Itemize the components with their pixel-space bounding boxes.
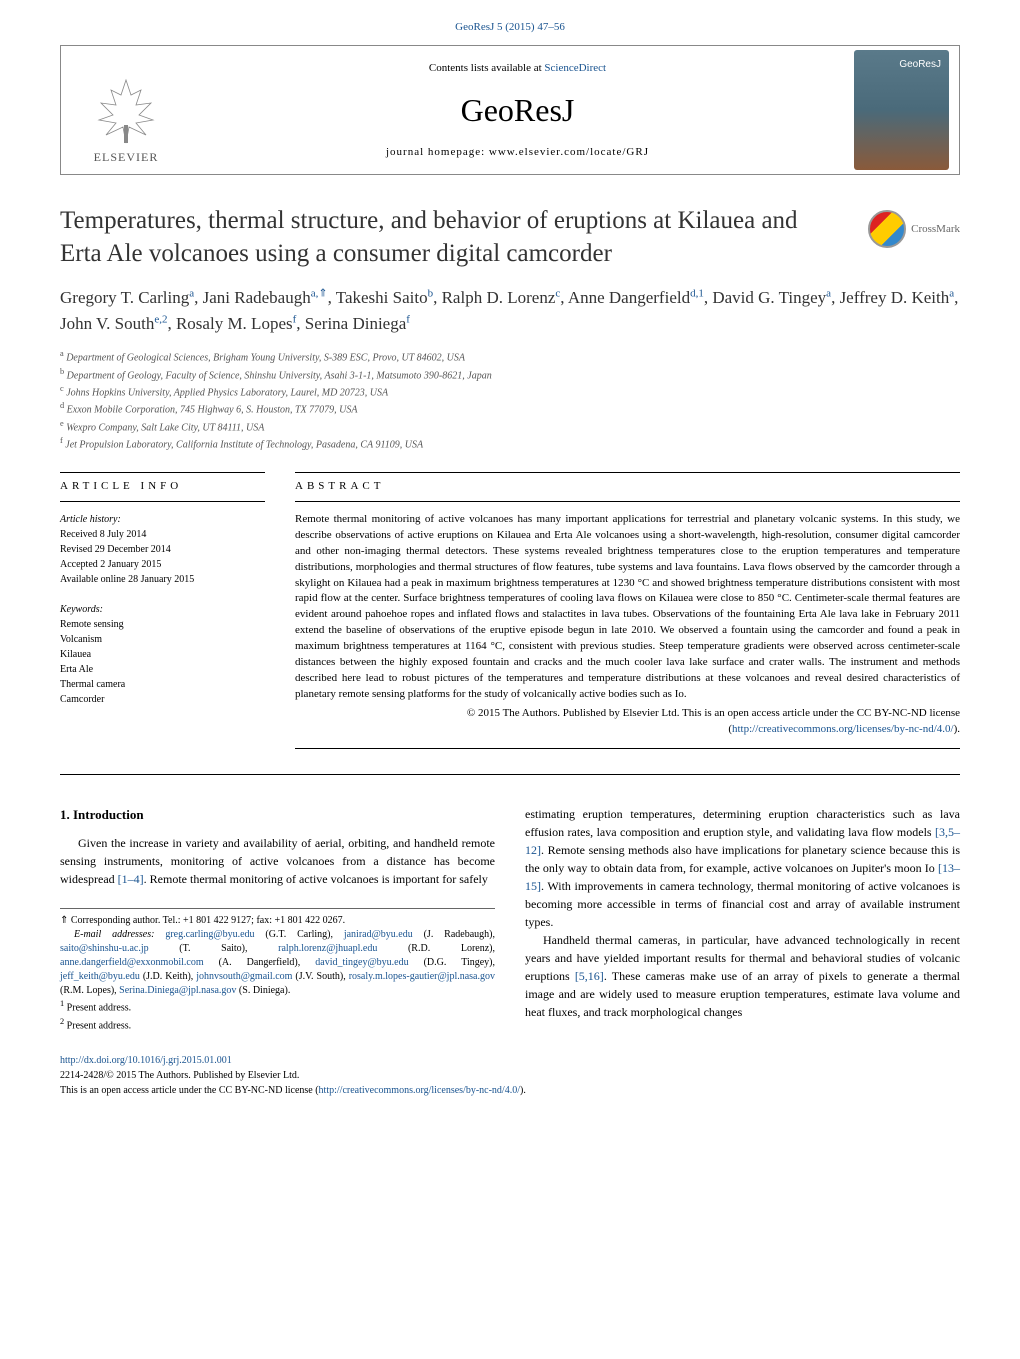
contents-prefix: Contents lists available at [429,62,544,74]
intro-para-3: Handheld thermal cameras, in particular,… [525,931,960,1021]
journal-homepage: journal homepage: www.elsevier.com/locat… [191,145,844,160]
history-block: Article history: Received 8 July 2014 Re… [60,512,265,587]
footer-license-link[interactable]: http://creativecommons.org/licenses/by-n… [319,1085,520,1096]
email-addresses: E-mail addresses: greg.carling@byu.edu (… [60,928,495,998]
intro-p2-end: . With improvements in camera technology… [525,879,960,929]
footer-license-end: ). [520,1085,526,1096]
journal-title: GeoResJ [191,88,844,133]
present-address-1: 1 Present address. [60,998,495,1015]
page-footer: http://dx.doi.org/10.1016/j.grj.2015.01.… [60,1053,960,1098]
abstract-header: ABSTRACT [295,472,960,501]
corresponding-note: ⇑ Corresponding author. Tel.: +1 801 422… [60,914,495,928]
abstract-text: Remote thermal monitoring of active volc… [295,512,960,749]
footnotes: ⇑ Corresponding author. Tel.: +1 801 422… [60,908,495,1033]
right-column: estimating eruption temperatures, determ… [525,805,960,1033]
journal-header: ELSEVIER Contents lists available at Sci… [60,45,960,175]
keywords-label: Keywords: [60,604,103,615]
doi-link[interactable]: http://dx.doi.org/10.1016/j.grj.2015.01.… [60,1055,232,1066]
keywords-block: Keywords: Remote sensingVolcanismKilauea… [60,602,265,707]
divider [60,774,960,775]
ref-link[interactable]: [1–4] [118,872,144,886]
abstract-copyright-end: ). [954,723,960,735]
header-center: Contents lists available at ScienceDirec… [191,61,844,161]
elsevier-logo: ELSEVIER [71,55,181,165]
issn-text: 2214-2428/© 2015 The Authors. Published … [60,1070,299,1081]
article-info: ARTICLE INFO Article history: Received 8… [60,472,265,749]
received-date: Received 8 July 2014 [60,529,146,540]
crossmark-icon [868,210,906,248]
intro-para-1: Given the increase in variety and availa… [60,834,495,888]
header-citation: GeoResJ 5 (2015) 47–56 [0,0,1020,45]
cover-title: GeoResJ [899,58,941,72]
crossmark-badge[interactable]: CrossMark [868,210,960,248]
crossmark-text: CrossMark [911,222,960,237]
license-link[interactable]: http://creativecommons.org/licenses/by-n… [732,723,954,735]
affiliations: a Department of Geological Sciences, Bri… [60,348,960,452]
info-abstract-row: ARTICLE INFO Article history: Received 8… [60,472,960,749]
abstract-body: Remote thermal monitoring of active volc… [295,513,960,700]
present-address-2: 2 Present address. [60,1016,495,1033]
elsevier-text: ELSEVIER [94,149,159,166]
intro-p1-end: . Remote thermal monitoring of active vo… [144,872,488,886]
footer-license: This is an open access article under the… [60,1085,319,1096]
ref-link[interactable]: [5,16] [575,969,604,983]
intro-p2-start: estimating eruption temperatures, determ… [525,807,960,839]
article-info-header: ARTICLE INFO [60,472,265,501]
left-column: 1. Introduction Given the increase in va… [60,805,495,1033]
intro-p2-mid: . Remote sensing methods also have impli… [525,843,960,875]
elsevier-tree-icon [91,75,161,145]
sciencedirect-link[interactable]: ScienceDirect [544,62,606,74]
article-title: Temperatures, thermal structure, and beh… [60,205,960,270]
authors-list: Gregory T. Carlinga, Jani Radebaugha,⇑, … [60,285,960,336]
abstract-section: ABSTRACT Remote thermal monitoring of ac… [295,472,960,749]
intro-heading: 1. Introduction [60,805,495,825]
revised-date: Revised 29 December 2014 [60,544,171,555]
body-content: 1. Introduction Given the increase in va… [60,805,960,1033]
email-label: E-mail addresses: [74,929,165,940]
available-date: Available online 28 January 2015 [60,574,194,585]
history-label: Article history: [60,514,121,525]
article-title-section: Temperatures, thermal structure, and beh… [60,205,960,270]
accepted-date: Accepted 2 January 2015 [60,559,161,570]
keywords-list: Remote sensingVolcanismKilaueaErta AleTh… [60,619,125,705]
intro-para-2: estimating eruption temperatures, determ… [525,805,960,931]
contents-available: Contents lists available at ScienceDirec… [191,61,844,76]
journal-cover: GeoResJ [854,50,949,170]
